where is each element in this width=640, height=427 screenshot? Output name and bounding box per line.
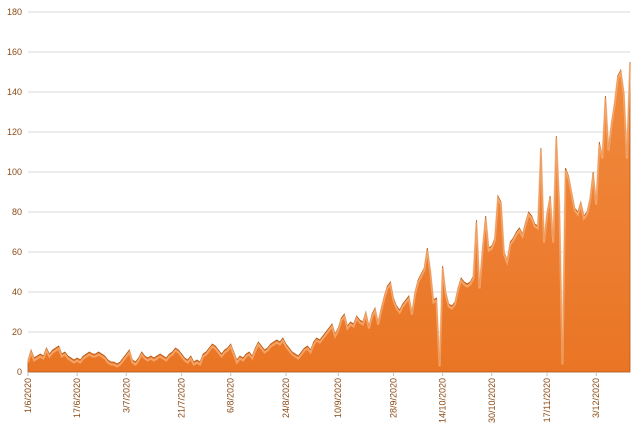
area-highlight-rim bbox=[27, 64, 631, 368]
x-tick-label: 10/9/2020 bbox=[333, 378, 343, 418]
x-tick-label: 14/10/2020 bbox=[438, 378, 448, 423]
x-tick-label: 24/8/2020 bbox=[281, 378, 291, 418]
x-tick-label: 28/9/2020 bbox=[389, 378, 399, 418]
gridlines bbox=[28, 11, 630, 373]
y-tick-label: 140 bbox=[7, 87, 22, 97]
y-tick-label: 160 bbox=[7, 47, 22, 57]
x-axis-labels: 1/6/2020 17/6/2020 3/7/2020 21/7/2020 6/8/20… bbox=[23, 372, 601, 423]
x-tick-label: 3/12/2020 bbox=[591, 378, 601, 418]
y-tick-label: 60 bbox=[12, 247, 22, 257]
y-tick-label: 20 bbox=[12, 327, 22, 337]
x-tick-label: 1/6/2020 bbox=[23, 378, 33, 413]
plot-area bbox=[27, 61, 631, 373]
x-tick-label: 17/11/2020 bbox=[542, 378, 552, 422]
x-tick-label: 21/7/2020 bbox=[177, 378, 187, 418]
y-tick-label: 180 bbox=[7, 7, 22, 17]
y-tick-label: 100 bbox=[7, 167, 22, 177]
x-tick-label: 30/10/2020 bbox=[487, 378, 497, 423]
y-tick-label: 80 bbox=[12, 207, 22, 217]
y-tick-label: 120 bbox=[7, 127, 22, 137]
x-tick-label: 17/6/2020 bbox=[72, 378, 82, 418]
y-tick-label: 40 bbox=[12, 287, 22, 297]
area-series bbox=[27, 61, 631, 373]
y-tick-label: 0 bbox=[17, 367, 22, 377]
x-tick-label: 3/7/2020 bbox=[121, 378, 131, 413]
x-tick-label: 6/8/2020 bbox=[226, 378, 236, 413]
y-axis-labels: 0 20 40 60 80 100 120 140 160 180 bbox=[7, 7, 22, 377]
